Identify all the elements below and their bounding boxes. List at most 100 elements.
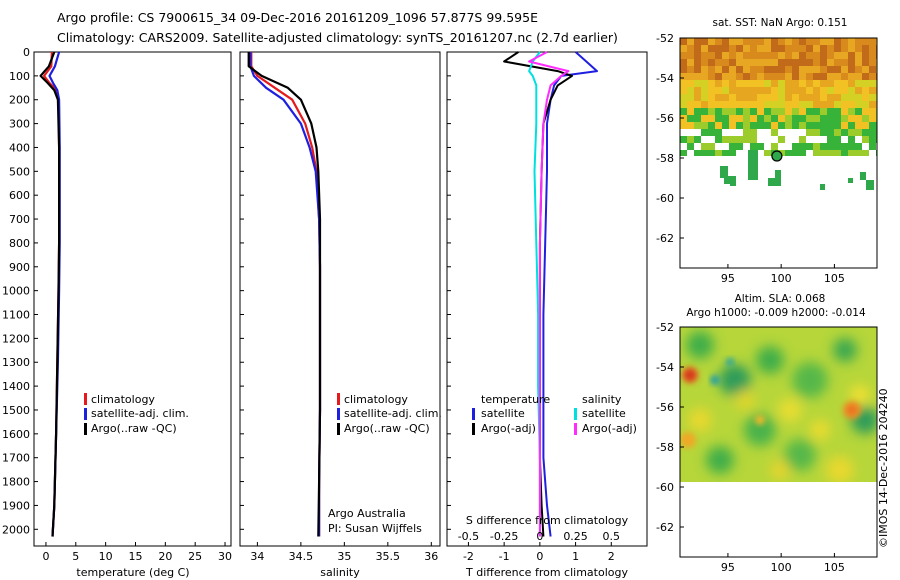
sst-cell bbox=[715, 94, 722, 101]
sst-cell bbox=[778, 87, 785, 94]
sst-cell bbox=[680, 87, 687, 94]
sst-cell bbox=[841, 108, 848, 115]
y-tick-label: 1900 bbox=[2, 499, 30, 512]
sst-cell bbox=[743, 59, 750, 66]
sst-cell bbox=[750, 122, 757, 129]
sst-cell bbox=[757, 101, 764, 108]
sst-cell bbox=[715, 108, 722, 115]
sst-cell bbox=[806, 143, 813, 150]
sst-cell bbox=[841, 52, 848, 59]
sst-cell bbox=[771, 108, 778, 115]
sla-blob bbox=[810, 420, 830, 440]
sst-cell bbox=[820, 94, 827, 101]
y-tick-label: 2000 bbox=[2, 523, 30, 536]
sst-cell bbox=[729, 101, 736, 108]
x-tick-label: 0 bbox=[42, 550, 49, 563]
sst-cell bbox=[736, 87, 743, 94]
sst-cell bbox=[806, 80, 813, 87]
sst-cell bbox=[792, 122, 799, 129]
sst-cell bbox=[722, 115, 729, 122]
sst-cell bbox=[792, 38, 799, 45]
sst-cell bbox=[813, 101, 820, 108]
sst-cell bbox=[848, 115, 855, 122]
y-tick-label: 1400 bbox=[2, 380, 30, 393]
sst-cell bbox=[687, 59, 694, 66]
sst-cell bbox=[750, 38, 757, 45]
sst-cell bbox=[729, 94, 736, 101]
sst-cell bbox=[792, 87, 799, 94]
sst-cell bbox=[722, 73, 729, 80]
sst-cell bbox=[813, 122, 820, 129]
sst-cell bbox=[757, 108, 764, 115]
series-line-climatology bbox=[250, 52, 322, 537]
sst-cell bbox=[736, 115, 743, 122]
sst-cell bbox=[806, 52, 813, 59]
sst-cell bbox=[701, 101, 708, 108]
sst-cell bbox=[806, 73, 813, 80]
sst-cell bbox=[827, 66, 834, 73]
sst-cell bbox=[778, 122, 785, 129]
sla-warm-spot bbox=[680, 432, 696, 448]
sst-cell bbox=[687, 108, 694, 115]
sst-cell bbox=[862, 45, 869, 52]
sst-cell bbox=[708, 80, 715, 87]
sst-cell bbox=[862, 136, 869, 143]
sst-cell bbox=[806, 101, 813, 108]
s-diff-tick-label: 0.5 bbox=[603, 530, 621, 543]
sst-cell bbox=[806, 59, 813, 66]
sst-cell bbox=[771, 73, 778, 80]
sst-cell bbox=[694, 73, 701, 80]
sst-cell bbox=[827, 150, 834, 156]
sla-warm-spot bbox=[686, 371, 694, 379]
y-tick-label: 1700 bbox=[2, 452, 30, 465]
sst-cell bbox=[680, 150, 687, 156]
sst-cell bbox=[813, 45, 820, 52]
sst-cell bbox=[694, 38, 701, 45]
sst-cell bbox=[820, 87, 827, 94]
x-tick-label: 10 bbox=[99, 550, 113, 563]
sst-cell bbox=[813, 73, 820, 80]
sst-cell bbox=[736, 94, 743, 101]
sla-blob bbox=[744, 414, 776, 446]
sst-cell bbox=[722, 38, 729, 45]
sst-cell bbox=[764, 94, 771, 101]
sst-cell bbox=[736, 101, 743, 108]
sst-cell bbox=[757, 52, 764, 59]
sla-map-frame bbox=[679, 326, 878, 558]
sst-cell bbox=[764, 73, 771, 80]
sst-cell bbox=[855, 129, 862, 136]
sst-cell bbox=[764, 66, 771, 73]
sst-cell bbox=[764, 59, 771, 66]
sst-cell bbox=[729, 115, 736, 122]
sst-cell bbox=[827, 45, 834, 52]
sst-cell bbox=[813, 38, 820, 45]
salinity-legend: climatology satellite-adj. clim. Argo(..… bbox=[328, 393, 442, 535]
sst-patches bbox=[720, 150, 874, 190]
sst-cell bbox=[736, 45, 743, 52]
sst-cell bbox=[855, 45, 862, 52]
sst-cell bbox=[687, 101, 694, 108]
header-line-2: Climatology: CARS2009. Satellite-adjuste… bbox=[57, 30, 618, 45]
sst-cell bbox=[785, 38, 792, 45]
sst-cell bbox=[855, 108, 862, 115]
sst-cell bbox=[820, 66, 827, 73]
sst-cell bbox=[722, 122, 729, 129]
legend-label-climatology: climatology bbox=[91, 393, 155, 406]
sst-cell bbox=[680, 52, 687, 59]
sst-cell bbox=[715, 38, 722, 45]
legend-swatch-satellite bbox=[337, 408, 340, 420]
sst-cell bbox=[757, 143, 764, 150]
sla-map-axes: 95 100 105 -52 -54 -56 -58 -60 -62 bbox=[656, 321, 845, 574]
sst-cell bbox=[862, 94, 869, 101]
sst-cell bbox=[813, 150, 820, 156]
sst-cell bbox=[785, 59, 792, 66]
salinity-panel-frame bbox=[239, 51, 441, 547]
map-y-tick-label: -58 bbox=[656, 441, 674, 454]
sst-cell bbox=[764, 108, 771, 115]
sst-cell bbox=[799, 45, 806, 52]
sst-cell bbox=[799, 73, 806, 80]
legend-label-s-argo: Argo(-adj) bbox=[582, 422, 637, 435]
sst-cell bbox=[701, 38, 708, 45]
sst-cell bbox=[701, 143, 708, 150]
series-line-salinity-argo-adj- bbox=[528, 51, 570, 537]
